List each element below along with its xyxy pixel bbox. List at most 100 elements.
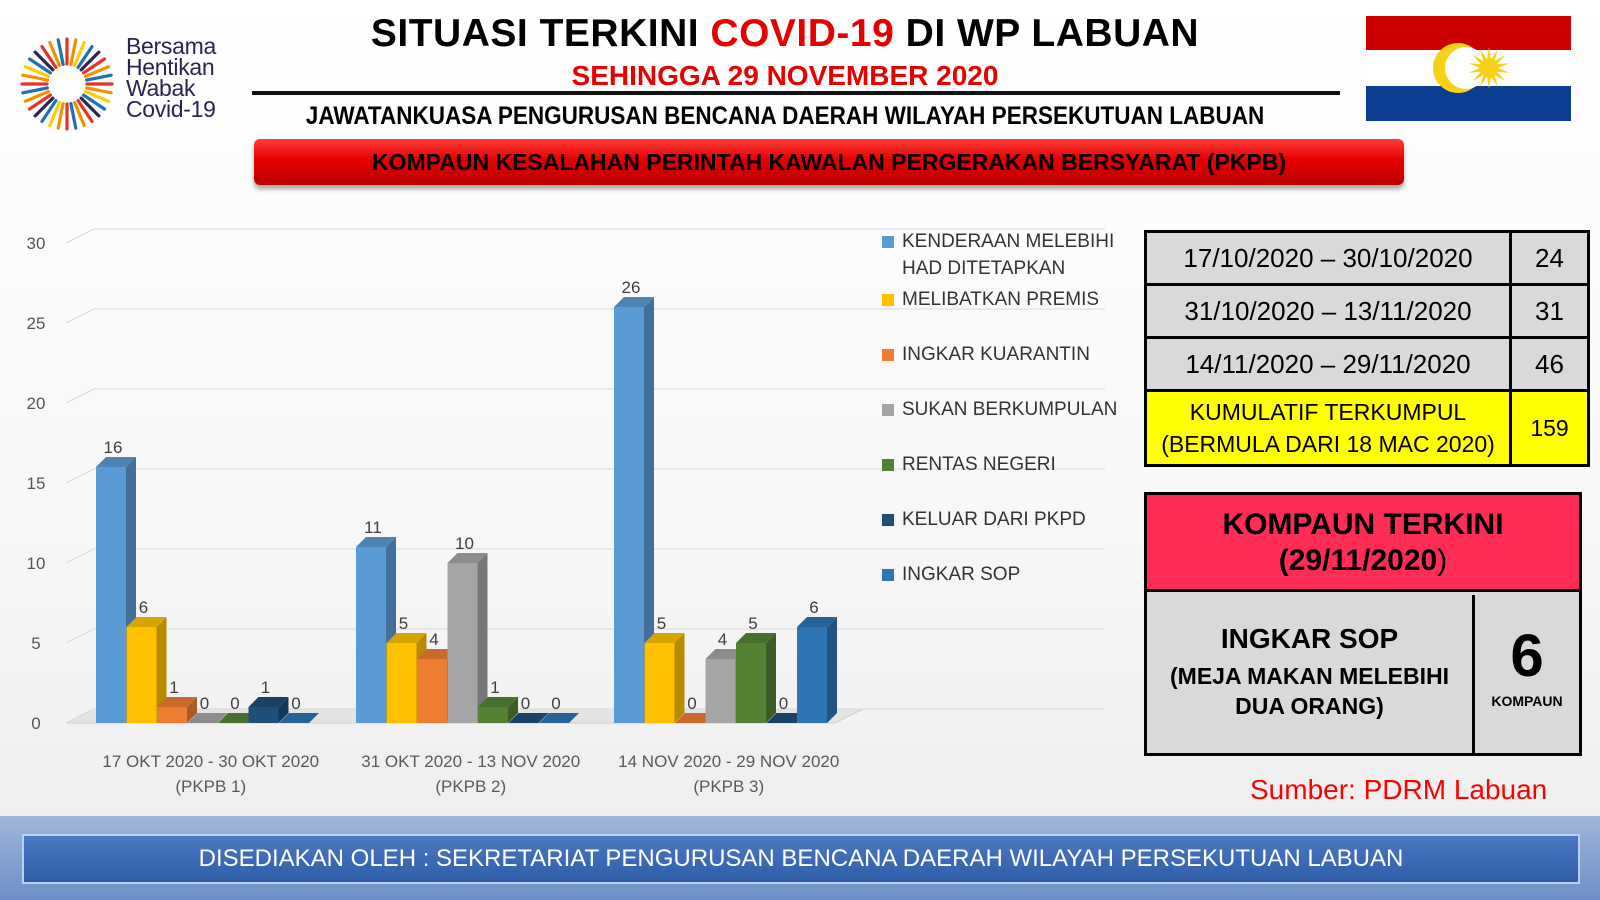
bar <box>157 697 197 723</box>
logo-ray <box>82 93 107 111</box>
title-part: DI WP LABUAN <box>894 12 1200 55</box>
latest-count: 6 KOMPAUN <box>1475 595 1579 753</box>
latest-note-line: DUA ORANG) <box>1235 693 1384 719</box>
bar <box>644 633 685 723</box>
data-label: 4 <box>718 630 727 649</box>
y-tick-label: 30 <box>27 234 46 253</box>
bar-top <box>675 713 715 723</box>
bar-side <box>827 617 837 723</box>
logo-ray <box>76 99 94 124</box>
data-label: 1 <box>261 678 270 697</box>
legend-label: SUKAN BERKUMPULAN <box>902 399 1118 420</box>
bar <box>675 713 715 723</box>
bar-front <box>157 707 187 723</box>
logo-ray <box>56 38 65 66</box>
legend-swatch <box>882 569 894 581</box>
bar-front <box>447 563 478 723</box>
bar-top <box>248 697 289 707</box>
logo-ray <box>85 86 113 95</box>
y-tick-label: 10 <box>27 554 46 573</box>
y-tick-label: 25 <box>27 314 46 333</box>
latest-offence-note: (MEJA MAKAN MELEBIHI DUA ORANG) <box>1147 661 1472 721</box>
latest-heading-date: (29/11/2020 <box>1278 544 1438 577</box>
bar-side <box>187 697 197 723</box>
legend-item: INGKAR KUARANTIN <box>880 341 1125 368</box>
bar-top <box>539 713 579 723</box>
logo-ray <box>79 50 101 72</box>
x-tick-label: (PKPB 3) <box>693 777 764 796</box>
bar-front <box>96 467 126 723</box>
bar <box>248 697 289 723</box>
latest-count-value: 6 <box>1510 622 1544 689</box>
data-label: 6 <box>809 598 818 617</box>
bar-top <box>126 617 167 627</box>
source-note: Sumber: PDRM Labuan <box>1250 774 1548 805</box>
period-range: 14/11/2020 – 29/11/2020 <box>1144 336 1512 392</box>
cumulative-count: 159 <box>1509 389 1590 467</box>
logo-ray <box>27 93 52 111</box>
logo-ray <box>69 102 78 130</box>
latest-heading-line: KOMPAUN TERKINI <box>1222 508 1504 541</box>
gridline-diagonal <box>65 708 95 724</box>
logo-ray <box>76 44 94 69</box>
legend-label: HAD DITETAPKAN <box>902 258 1066 279</box>
legend-label: KENDERAAN MELEBIHI <box>902 231 1115 252</box>
bar-top <box>797 617 837 627</box>
labuan-flag-icon <box>1366 16 1571 121</box>
legend-label: INGKAR KUARANTIN <box>902 344 1090 365</box>
bar-front <box>736 643 766 723</box>
data-label: 5 <box>399 614 408 633</box>
legend-swatch <box>882 459 894 471</box>
bar-top <box>417 649 457 659</box>
chart-bars <box>96 297 837 723</box>
data-label: 1 <box>169 678 178 697</box>
bar-front <box>248 707 279 723</box>
logo-line: Covid-19 <box>126 96 216 122</box>
x-tick-label: 31 OKT 2020 - 13 NOV 2020 <box>361 752 580 771</box>
bar-side <box>278 697 289 723</box>
gridline-diagonal <box>65 468 95 484</box>
data-label: 0 <box>687 694 696 713</box>
gridline-diagonal <box>65 388 95 404</box>
logo-ray <box>73 100 86 128</box>
logo-ray <box>56 102 65 130</box>
bar-side <box>508 697 518 723</box>
latest-heading-paren: ) <box>1437 544 1448 577</box>
legend-swatch <box>882 236 894 248</box>
gridline-diagonal <box>65 308 95 324</box>
period-totals-table: 17/10/2020 – 30/10/2020 24 31/10/2020 – … <box>1144 230 1590 467</box>
logo-ray <box>73 40 86 68</box>
x-tick-label: (PKPB 2) <box>435 777 506 796</box>
legend-label: KELUAR DARI PKPD <box>902 509 1086 530</box>
bar-top <box>508 713 549 723</box>
bar-top <box>96 457 136 467</box>
data-label: 6 <box>139 598 148 617</box>
legend-swatch <box>882 514 894 526</box>
logo-ray <box>48 40 61 68</box>
legend-label: INGKAR SOP <box>902 564 1021 585</box>
bar-front <box>386 643 417 723</box>
bar <box>126 617 167 723</box>
bar <box>279 713 319 723</box>
bar-front <box>417 659 447 723</box>
data-label: 11 <box>364 518 382 537</box>
table-row: 14/11/2020 – 29/11/2020 46 <box>1144 336 1590 392</box>
bar-top <box>736 633 776 643</box>
bar-front <box>797 627 827 723</box>
latest-compound-box: KOMPAUN TERKINI (29/11/2020) INGKAR SOP … <box>1144 492 1582 756</box>
period-count: 31 <box>1509 283 1590 339</box>
bar <box>187 713 228 723</box>
page-title: SITUASI TERKINI COVID-19 DI WP LABUAN <box>250 12 1320 56</box>
chart-legend: KENDERAAN MELEBIHI HAD DITETAPKAN MELIBATK… <box>880 228 1125 591</box>
cumulative-label: KUMULATIF TERKUMPUL (BERMULA DARI 18 MAC… <box>1144 389 1512 467</box>
data-label: 0 <box>521 694 530 713</box>
logo-ray <box>23 65 51 78</box>
latest-count-unit: KOMPAUN <box>1491 693 1563 709</box>
legend-swatch <box>882 349 894 361</box>
bar <box>508 713 549 723</box>
logo-ray <box>82 57 107 75</box>
logo-ray <box>33 50 55 72</box>
logo-ray <box>33 96 55 118</box>
bar <box>766 713 807 723</box>
logo-ray <box>83 90 111 103</box>
